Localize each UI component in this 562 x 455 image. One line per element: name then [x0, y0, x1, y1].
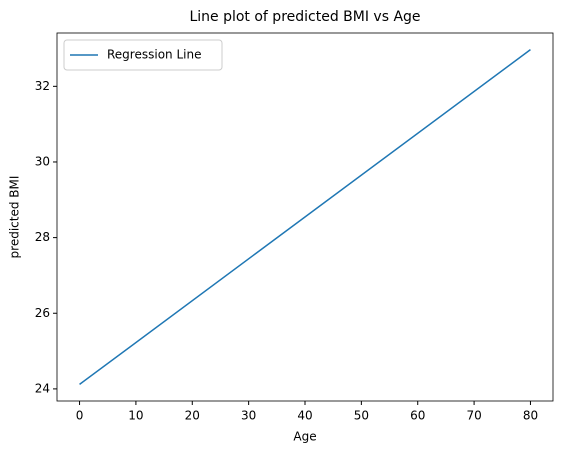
x-tick-label: 50	[354, 409, 369, 423]
x-tick-label: 30	[241, 409, 256, 423]
y-tick-label: 32	[35, 79, 50, 93]
x-tick-label: 70	[466, 409, 481, 423]
plot-frame	[56, 32, 554, 402]
y-tick-label: 28	[35, 230, 50, 244]
x-tick-label: 10	[128, 409, 143, 423]
y-tick-label: 30	[35, 154, 50, 168]
legend-box	[63, 39, 223, 71]
x-tick-label: 40	[297, 409, 312, 423]
chart-title: Line plot of predicted BMI vs Age	[189, 9, 420, 25]
y-axis-label: predicted BMI	[8, 176, 22, 259]
legend-label: Regression Line	[107, 48, 201, 62]
x-tick-label: 0	[76, 409, 84, 423]
y-tick-label: 24	[35, 381, 50, 395]
x-tick-label: 60	[410, 409, 425, 423]
line	[79, 49, 531, 385]
x-tick-label: 20	[185, 409, 200, 423]
x-axis-label: Age	[293, 430, 316, 444]
x-tick-label: 80	[523, 409, 538, 423]
y-tick-label: 26	[35, 306, 50, 320]
